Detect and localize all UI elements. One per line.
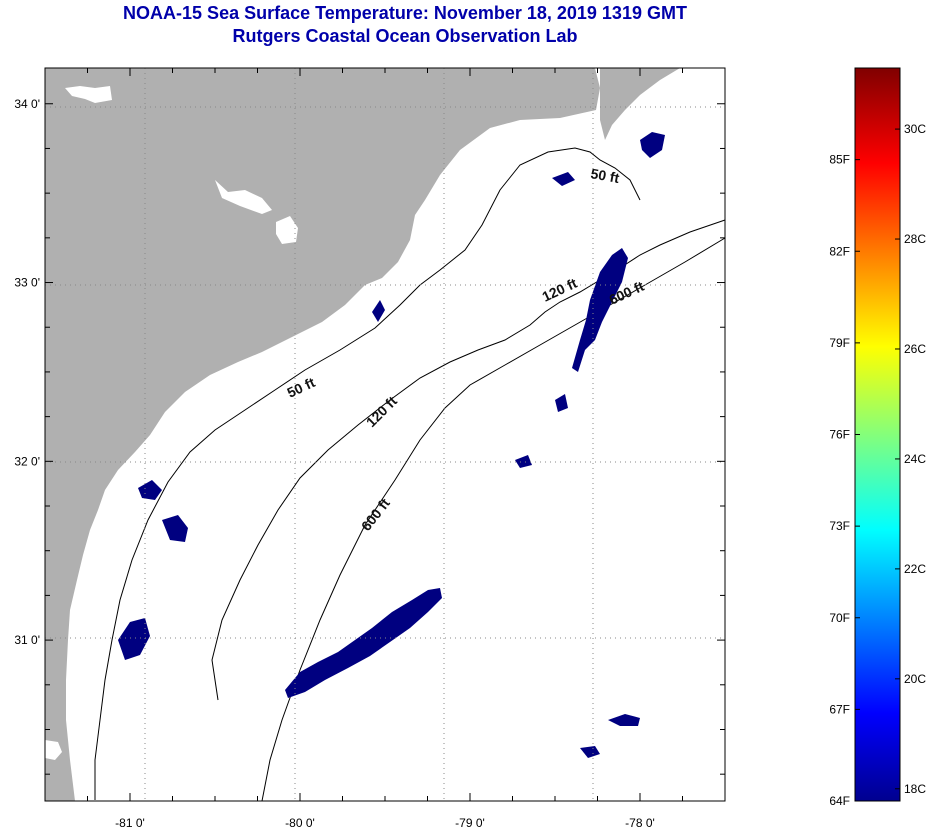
lat-tick-label: 34 0' — [14, 97, 40, 111]
colorbar-c-label: 24C — [904, 452, 926, 466]
map-subtitle: Rutgers Coastal Ocean Observation Lab — [232, 26, 578, 46]
lat-tick-label: 33 0' — [14, 276, 40, 290]
grid-lines — [45, 68, 725, 801]
colorbar-c-label: 18C — [904, 782, 926, 796]
colorbar-c-label: 26C — [904, 342, 926, 356]
colorbar-f-label: 79F — [829, 336, 850, 350]
lat-tick-label: 32 0' — [14, 454, 40, 468]
lon-tick-label: -79 0' — [455, 816, 485, 830]
contour-label-50ft: 50 ft — [589, 165, 620, 186]
lon-tick-label: -81 0' — [115, 816, 145, 830]
lon-tick-label: -78 0' — [625, 816, 655, 830]
land-lake — [45, 740, 62, 760]
colorbar-f-label: 70F — [829, 611, 850, 625]
colorbar-gradient — [854, 67, 901, 802]
colorbar-f-label: 67F — [829, 702, 850, 716]
contour-50ft — [94, 147, 641, 800]
colorbar-c-label: 28C — [904, 232, 926, 246]
land-lake — [215, 180, 272, 214]
colorbar-f-label: 73F — [829, 519, 850, 533]
colorbar-c-label: 30C — [904, 122, 926, 136]
colorbar-labels: 85F 82F 79F 76F 73F 70F 67F 64F 30C 28C 26C 24C 22C 2… — [829, 122, 926, 808]
colorbar-f-label: 76F — [829, 428, 850, 442]
land-lake — [65, 86, 112, 103]
land-lake — [276, 216, 298, 244]
axis-ticks: -81 0' -80 0' -79 0' -78 0' 34 0' 33 0' 32 0' 3… — [14, 68, 725, 830]
colorbar-c-label: 22C — [904, 562, 926, 576]
lat-tick-label: 31 0' — [14, 633, 40, 647]
colorbar-f-label: 64F — [829, 794, 850, 808]
land-mass-ne — [600, 68, 680, 140]
colorbar-f-label: 82F — [829, 244, 850, 258]
land-mass — [45, 68, 600, 801]
map-title: NOAA-15 Sea Surface Temperature: Novembe… — [123, 3, 687, 23]
cold-water-patches — [118, 132, 665, 758]
lon-tick-label: -80 0' — [285, 816, 315, 830]
colorbar-f-label: 85F — [829, 153, 850, 167]
colorbar-c-label: 20C — [904, 672, 926, 686]
